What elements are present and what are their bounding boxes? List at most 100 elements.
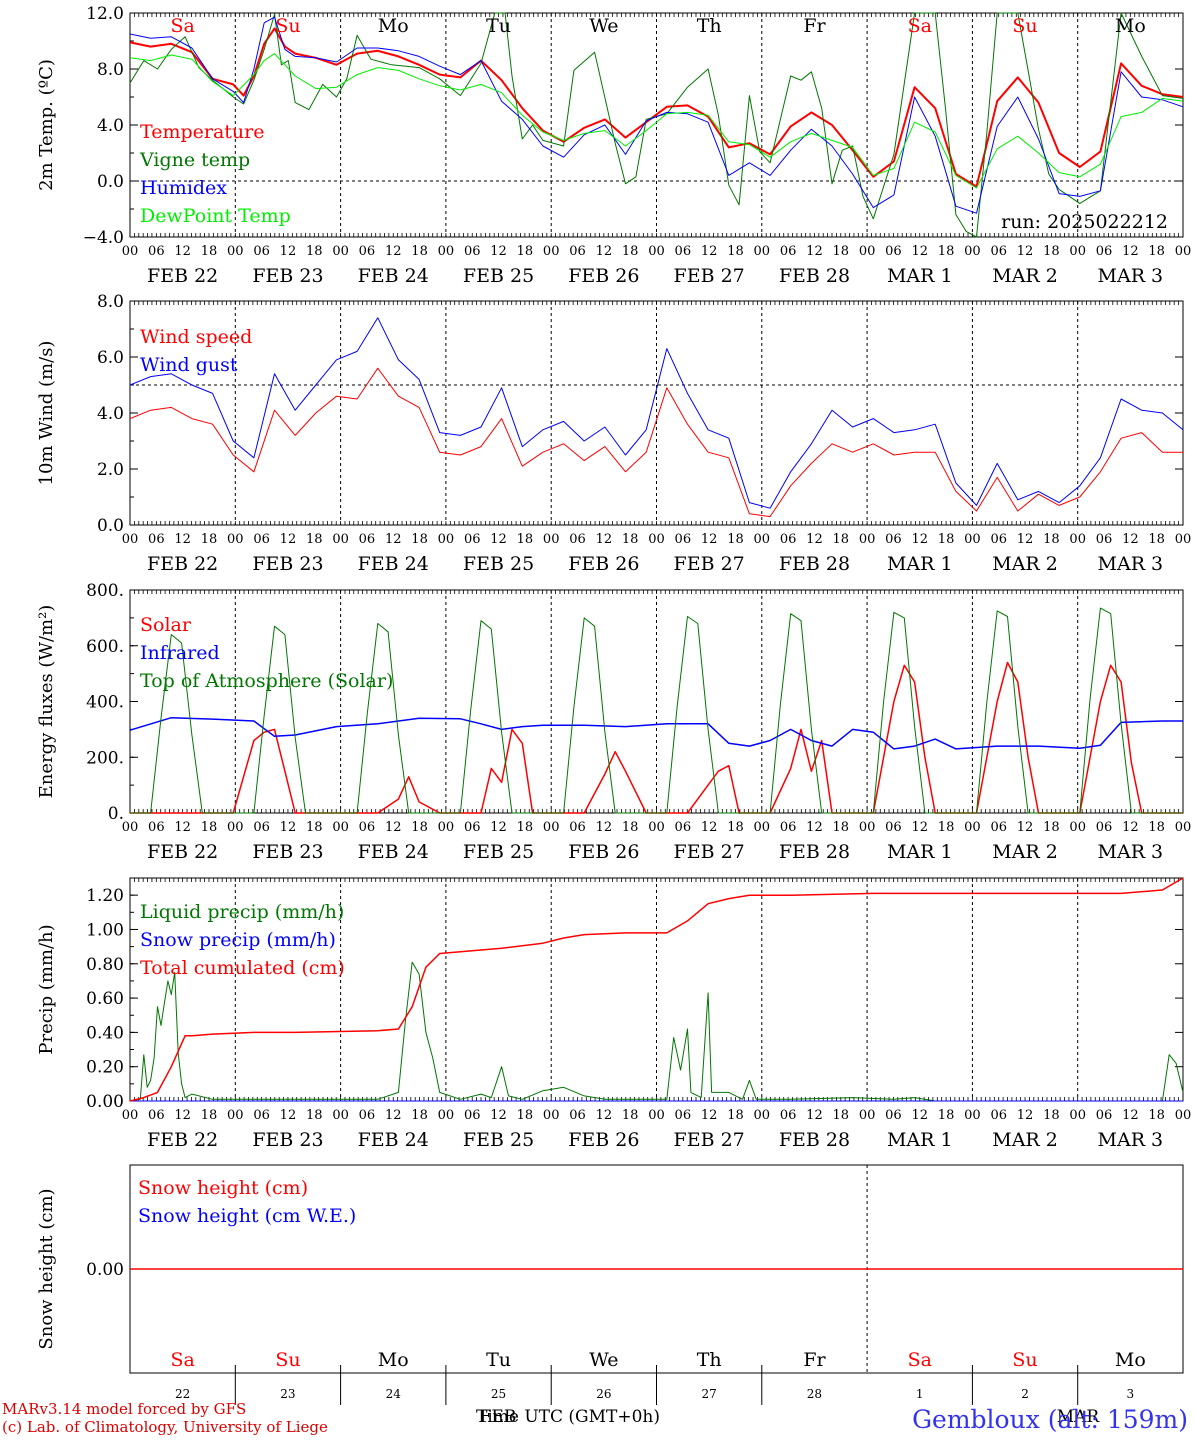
- hour-tick-label: 18: [517, 1108, 534, 1123]
- hour-tick-label: 00: [1069, 1108, 1086, 1123]
- date-label: FEB 23: [252, 841, 323, 863]
- hour-tick-label: 00: [1175, 1108, 1192, 1123]
- hour-tick-label: 18: [201, 532, 218, 547]
- hour-tick-label: 00: [859, 820, 876, 835]
- hour-tick-label: 12: [1017, 244, 1034, 259]
- date-label: FEB 27: [674, 841, 745, 863]
- hour-tick-label: 06: [675, 532, 692, 547]
- hour-tick-label: 00: [122, 532, 139, 547]
- hour-tick-label: 18: [306, 532, 323, 547]
- day-number-label: 28: [807, 1387, 822, 1401]
- hour-tick-label: 12: [911, 532, 928, 547]
- hour-tick-label: 12: [1122, 1108, 1139, 1123]
- date-label: FEB 22: [147, 265, 218, 287]
- hour-tick-label: 00: [122, 244, 139, 259]
- hour-tick-label: 00: [964, 820, 981, 835]
- panel-2: 0.0 2.0 4.0 6.0 8.0 10m Wind (m/s) Wind speed W…: [36, 292, 1191, 575]
- hour-tick-label: 12: [701, 1108, 718, 1123]
- weekday-label: Fr: [803, 1349, 826, 1371]
- hour-tick-label: 00: [648, 532, 665, 547]
- run-label: run: 2025022212: [1001, 211, 1168, 233]
- hour-tick-label: 12: [490, 532, 507, 547]
- hour-tick-label: 06: [675, 244, 692, 259]
- hour-tick-label: 06: [464, 1108, 481, 1123]
- date-label: MAR 3: [1098, 1129, 1164, 1151]
- date-label: MAR 3: [1098, 841, 1164, 863]
- station-label: Gembloux (alt: 159m): [912, 1405, 1188, 1434]
- series-line-liquid-precip-mm-h-: [129, 961, 1184, 1102]
- hour-tick-label: 00: [859, 1108, 876, 1123]
- hour-tick-label: 06: [148, 244, 165, 259]
- hour-tick-label: 06: [780, 244, 797, 259]
- day-number-label: 3: [1127, 1387, 1135, 1401]
- hour-tick-label: 00: [648, 244, 665, 259]
- hour-tick-label: 12: [1122, 820, 1139, 835]
- hour-tick-label: 12: [911, 820, 928, 835]
- date-label: FEB 23: [252, 1129, 323, 1151]
- weekday-label: Tu: [486, 15, 511, 37]
- hour-tick-label: 00: [438, 532, 455, 547]
- hour-tick-label: 12: [596, 820, 613, 835]
- series-line-infrared: [129, 716, 1183, 750]
- hour-tick-label: 06: [990, 532, 1007, 547]
- hour-tick-label: 06: [1096, 820, 1113, 835]
- series-line-wind-speed: [129, 367, 1183, 518]
- hour-tick-label: 06: [885, 1108, 902, 1123]
- y-tick-label: −4.0: [83, 228, 124, 248]
- hour-tick-label: 06: [253, 244, 270, 259]
- hour-tick-label: 18: [201, 820, 218, 835]
- hour-tick-label: 12: [385, 1108, 402, 1123]
- weekday-label: Mo: [378, 15, 409, 37]
- hour-tick-label: 00: [964, 244, 981, 259]
- hour-tick-label: 12: [1017, 820, 1034, 835]
- hour-tick-label: 18: [938, 820, 955, 835]
- hour-tick-label: 00: [1069, 820, 1086, 835]
- hour-tick-label: 00: [1069, 244, 1086, 259]
- hour-tick-label: 06: [780, 820, 797, 835]
- hour-tick-label: 12: [385, 244, 402, 259]
- y-axis-label: Energy fluxes (W/m²): [36, 605, 57, 799]
- panel-3: 0. 200. 400. 600. 800. Energy fluxes (W/m²) So…: [36, 581, 1191, 863]
- legend-entry: Top of Atmosphere (Solar): [140, 670, 393, 692]
- day-number-label: 22: [175, 1387, 190, 1401]
- hour-tick-label: 06: [148, 532, 165, 547]
- date-label: FEB 28: [779, 1129, 850, 1151]
- hour-tick-label: 06: [253, 820, 270, 835]
- y-tick-label: 6.0: [97, 348, 124, 368]
- hour-tick-label: 00: [438, 1108, 455, 1123]
- hour-tick-label: 18: [517, 820, 534, 835]
- date-label: MAR 2: [992, 841, 1058, 863]
- hour-tick-label: 06: [148, 1108, 165, 1123]
- day-number-label: 27: [702, 1387, 717, 1401]
- panel-1: −4.0 0.0 4.0 8.0 12.0 2m Temp. (ºC) Temperatur…: [36, 4, 1191, 287]
- y-tick-label: 0.80: [86, 955, 124, 975]
- date-label: FEB 25: [463, 841, 534, 863]
- hour-tick-label: 00: [964, 1108, 981, 1123]
- date-label: MAR 2: [992, 265, 1058, 287]
- weekday-label: Mo: [1115, 1349, 1146, 1371]
- hour-tick-label: 06: [1096, 244, 1113, 259]
- y-tick-label: 0.0: [97, 172, 124, 192]
- hour-tick-label: 18: [517, 244, 534, 259]
- hour-tick-label: 18: [727, 532, 744, 547]
- hour-tick-label: 00: [648, 820, 665, 835]
- hour-tick-label: 12: [596, 532, 613, 547]
- hour-tick-label: 06: [780, 1108, 797, 1123]
- hour-tick-label: 12: [174, 820, 191, 835]
- hour-tick-label: 00: [332, 244, 349, 259]
- hour-tick-label: 06: [675, 820, 692, 835]
- hour-tick-label: 00: [543, 820, 560, 835]
- legend-entry: Infrared: [140, 642, 220, 664]
- hour-tick-label: 12: [174, 1108, 191, 1123]
- date-label: FEB 25: [463, 1129, 534, 1151]
- hour-tick-label: 12: [701, 244, 718, 259]
- plot-frame: [129, 12, 1184, 238]
- legend-entry: Wind gust: [140, 354, 238, 376]
- weekday-label: Th: [697, 15, 722, 37]
- hour-tick-label: 18: [201, 244, 218, 259]
- hour-tick-label: 06: [464, 244, 481, 259]
- y-tick-label: 2.0: [97, 460, 124, 480]
- series-line-total-cumulated-cm-: [129, 877, 1184, 1102]
- hour-tick-label: 12: [806, 1108, 823, 1123]
- hour-tick-label: 18: [1043, 244, 1060, 259]
